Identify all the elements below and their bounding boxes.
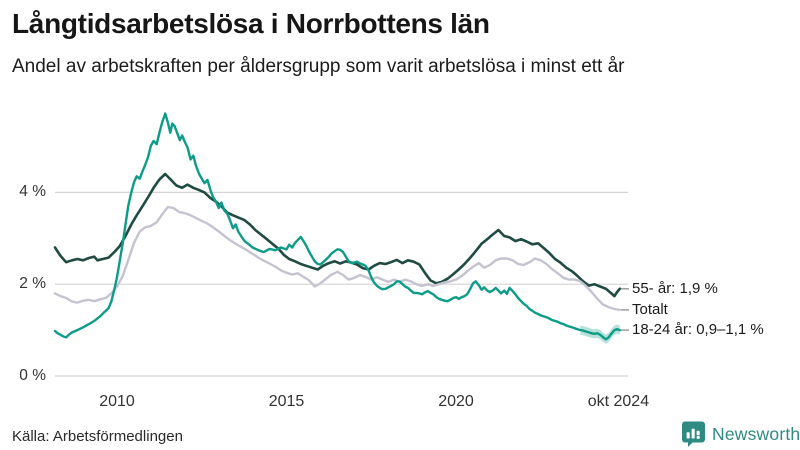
x-tick-label: 2020 xyxy=(438,393,474,410)
newsworthy-icon xyxy=(682,421,705,447)
series-line-18-24-ar xyxy=(53,112,621,341)
chart-subtitle: Andel av arbetskraften per åldersgrupp s… xyxy=(12,56,625,77)
chart-title: Långtidsarbetslösa i Norrbottens län xyxy=(12,8,490,39)
series-line-totalt xyxy=(53,205,621,312)
series-line-55-ar xyxy=(53,172,622,298)
y-tick-label: 2 % xyxy=(19,275,46,293)
x-tick-label: 2010 xyxy=(99,393,135,410)
y-tick-label: 4 % xyxy=(19,183,46,201)
x-tick-label: okt 2024 xyxy=(587,393,650,410)
series-label-totalt: Totalt xyxy=(632,300,668,318)
brand-logo: Newsworthy xyxy=(681,421,800,447)
series-label-55-ar: 55- år: 1,9 % xyxy=(632,279,718,297)
brand-name: Newsworthy xyxy=(712,423,800,444)
y-tick-label: 0 % xyxy=(19,367,46,384)
series-label-18-24-ar: 18-24 år: 0,9–1,1 % xyxy=(632,321,764,339)
x-tick-label: 2015 xyxy=(268,393,305,410)
source-note: Källa: Arbetsförmedlingen xyxy=(12,428,183,445)
